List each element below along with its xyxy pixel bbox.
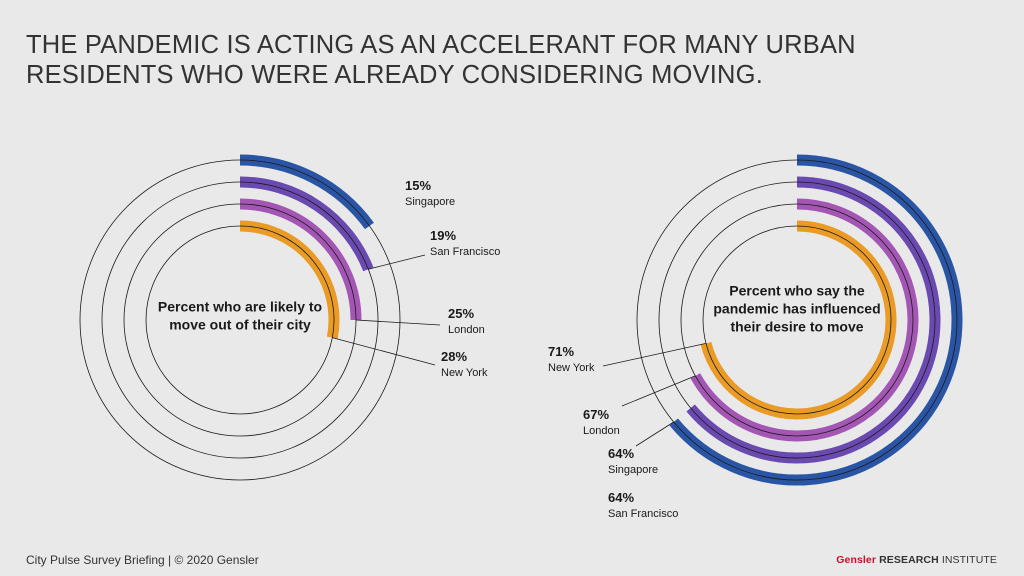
leader-line-london	[355, 319, 441, 326]
page-title: THE PANDEMIC IS ACTING AS AN ACCELERANT …	[26, 30, 856, 90]
value-label-singapore: 64%	[608, 446, 634, 461]
arc-center-line-singapore	[239, 159, 370, 227]
chart-title-line: move out of their city	[169, 317, 311, 333]
value-label-new-york: 71%	[548, 344, 574, 359]
chart-title-line: their desire to move	[730, 319, 863, 335]
page-title-line-2: RESIDENTS WHO WERE ALREADY CONSIDERING M…	[26, 61, 763, 89]
value-label-new-york: 28%	[441, 349, 467, 364]
arc-center-line-san-francisco	[690, 181, 936, 459]
value-label-san-francisco: 19%	[430, 228, 456, 243]
value-label-london: 67%	[583, 407, 609, 422]
series-label-san-francisco: San Francisco	[430, 246, 500, 258]
leader-line-new-york	[602, 343, 707, 367]
series-label-singapore: Singapore	[608, 464, 658, 476]
leader-line-san-francisco	[368, 254, 426, 270]
arc-center-line-singapore	[673, 159, 958, 481]
footer-brand: Gensler	[836, 554, 877, 566]
arc-center-line-new-york	[239, 225, 335, 338]
footer-credit: City Pulse Survey Briefing | © 2020 Gens…	[26, 553, 259, 567]
series-label-san-francisco: San Francisco	[608, 508, 678, 520]
footer-research: RESEARCH	[879, 554, 939, 566]
leader-line-london	[621, 375, 696, 407]
arc-center-line-new-york	[705, 225, 892, 415]
page-title-line-1: THE PANDEMIC IS ACTING AS AN ACCELERANT …	[26, 31, 856, 59]
value-label-singapore: 15%	[405, 178, 431, 193]
leader-line-singapore	[635, 421, 674, 447]
arc-center-line-london	[239, 203, 357, 321]
leader-line-new-york	[332, 337, 436, 366]
series-label-singapore: Singapore	[405, 196, 455, 208]
footer-logo: Gensler RESEARCH INSTITUTE	[836, 554, 997, 566]
series-label-london: London	[448, 324, 485, 336]
series-label-london: London	[583, 425, 620, 437]
arc-center-line-london	[694, 203, 914, 437]
series-label-new-york: New York	[548, 362, 595, 374]
arc-center-line-san-francisco	[239, 181, 369, 270]
chart-title-line: Percent who are likely to	[158, 299, 322, 315]
value-label-london: 25%	[448, 306, 474, 321]
footer-institute: INSTITUTE	[941, 554, 997, 566]
chart-title-line: Percent who say the	[729, 283, 865, 299]
value-label-san-francisco: 64%	[608, 490, 634, 505]
series-label-new-york: New York	[441, 367, 488, 379]
chart-title-line: pandemic has influenced	[713, 301, 880, 317]
